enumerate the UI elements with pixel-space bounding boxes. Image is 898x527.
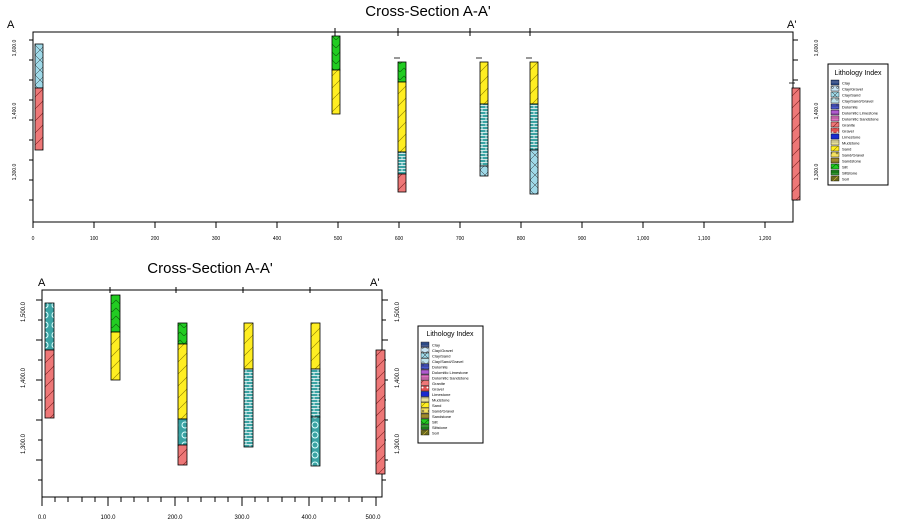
top-borehole-3	[394, 57, 407, 193]
bottom-y-tick-label-right: 1,400.0	[395, 367, 401, 388]
top-legend-item: Clay/Gravel	[842, 87, 863, 92]
top-x-tick-label: 1,000	[637, 236, 650, 242]
bottom-end-label-right: A'	[370, 277, 379, 289]
bottom-borehole-6	[375, 349, 386, 475]
top-x-tick-label: 900	[578, 236, 587, 242]
top-lithology-legend: Lithology Index Cl	[827, 63, 889, 186]
top-profile-ticks	[334, 28, 531, 36]
bottom-y-tick-label: 1,500.0	[21, 301, 27, 322]
bottom-legend-item: Limestone	[432, 392, 451, 397]
top-borehole-1	[34, 43, 44, 151]
top-end-label-left: A	[7, 19, 15, 31]
top-y-tick-label: 1,300.0	[12, 163, 18, 180]
bottom-borehole-3	[177, 322, 188, 466]
top-x-tick-label: 200	[151, 236, 160, 242]
top-plot-frame	[32, 31, 794, 223]
top-legend-title: Lithology Index	[834, 70, 882, 77]
bottom-x-tick-label: 500.0	[365, 515, 381, 521]
bottom-x-tick-label: 300.0	[234, 515, 250, 521]
bottom-legend-item: Clay	[432, 343, 440, 348]
top-legend-item: Dolomitic Sandstone	[842, 117, 879, 122]
bottom-legend-item: Clay/Sand	[432, 354, 450, 359]
bottom-borehole-4	[243, 322, 254, 448]
top-x-tick-label: 1,200	[759, 236, 772, 242]
bottom-x-tick-label: 100.0	[100, 515, 116, 521]
top-x-tick-label: 800	[517, 236, 526, 242]
bottom-legend-item: Soil	[432, 431, 439, 436]
bottom-legend-title: Lithology Index	[426, 331, 474, 338]
top-y-tick-label-right: 1,400.0	[814, 102, 820, 119]
top-legend-item: Granite	[842, 123, 856, 128]
top-title: Cross-Section A-A'	[365, 3, 491, 20]
top-y-axis-left	[29, 39, 33, 201]
bottom-y-tick-label-right: 1,500.0	[395, 301, 401, 322]
top-legend-item: Dolomitic Limestone	[842, 111, 879, 116]
bottom-cross-section: Cross-Section A-A' A A' 1,500.0 1,400.0 …	[21, 260, 484, 521]
top-cross-section: Cross-Section A-A' A A' 1,600.0 1,400.0 …	[7, 3, 889, 242]
bottom-legend-item: Gravel	[432, 387, 444, 392]
top-borehole-2	[331, 35, 341, 115]
top-legend-item: Clay	[842, 81, 850, 86]
bottom-x-tick-label: 400.0	[301, 515, 317, 521]
bottom-x-axis	[41, 497, 377, 506]
bottom-plot-frame	[41, 289, 383, 498]
bottom-y-tick-label: 1,300.0	[21, 433, 27, 454]
bottom-legend-item: Dolomite	[432, 365, 449, 370]
top-x-tick-label: 500	[334, 236, 343, 242]
top-legend-item: Limestone	[842, 135, 861, 140]
top-borehole-5	[526, 57, 539, 195]
bottom-legend-item: Granite	[432, 381, 446, 386]
top-end-label-right: A'	[787, 19, 796, 31]
top-legend-item: Soil	[842, 177, 849, 182]
top-legend-item: Sand	[842, 147, 851, 152]
top-borehole-4	[476, 57, 489, 177]
bottom-legend-item: Sand/Gravel	[432, 409, 454, 414]
bottom-title: Cross-Section A-A'	[147, 260, 273, 277]
bottom-legend-item: Dolomitic Sandstone	[432, 376, 469, 381]
top-borehole-6	[789, 82, 801, 201]
top-x-axis	[32, 222, 766, 228]
top-x-tick-label: 700	[456, 236, 465, 242]
top-x-tick-label: 100	[90, 236, 99, 242]
bottom-x-tick-label: 200.0	[167, 515, 183, 521]
bottom-y-tick-label: 1,400.0	[21, 367, 27, 388]
bottom-legend-item: Sandstone	[432, 414, 452, 419]
top-x-tick-label: 0	[32, 236, 35, 242]
bottom-legend-item: Clay/Sand/Gravel	[432, 359, 463, 364]
top-legend-item: Dolomite	[842, 105, 859, 110]
bottom-end-label-left: A	[38, 277, 46, 289]
top-x-tick-label: 400	[273, 236, 282, 242]
top-y-tick-label: 1,400.0	[12, 102, 18, 119]
bottom-y-axis-left	[36, 299, 42, 481]
top-legend-item: Mudstone	[842, 141, 860, 146]
bottom-borehole-2	[110, 294, 121, 381]
bottom-profile-ticks	[109, 287, 311, 293]
bottom-borehole-5	[310, 322, 321, 467]
top-y-tick-label-right: 1,600.0	[814, 39, 820, 56]
top-legend-item: Sandstone	[842, 159, 862, 164]
bottom-legend-item: Silt	[432, 420, 438, 425]
top-legend-item: Siltstone	[842, 171, 858, 176]
top-x-tick-label: 600	[395, 236, 404, 242]
top-legend-item: Clay/Sand/Gravel	[842, 99, 873, 104]
top-legend-item: Clay/Sand	[842, 93, 860, 98]
bottom-legend-item: Dolomitic Limestone	[432, 370, 469, 375]
top-legend-item: Sand/Gravel	[842, 153, 864, 158]
top-x-tick-label: 1,100	[698, 236, 711, 242]
top-legend-item: Silt	[842, 165, 848, 170]
bottom-lithology-legend: Lithology Index Cl	[417, 325, 484, 444]
bottom-legend-item: Clay/Gravel	[432, 348, 453, 353]
bottom-y-tick-label-right: 1,300.0	[395, 433, 401, 454]
top-y-tick-label: 1,600.0	[12, 39, 18, 56]
top-y-tick-label-right: 1,300.0	[814, 163, 820, 180]
bottom-borehole-1	[44, 302, 55, 419]
top-x-tick-label: 300	[212, 236, 221, 242]
top-legend-item: Gravel	[842, 129, 854, 134]
bottom-legend-item: Sand	[432, 403, 441, 408]
bottom-legend-item: Siltstone	[432, 425, 448, 430]
bottom-x-tick-label: 0.0	[38, 515, 47, 521]
bottom-legend-item: Mudstone	[432, 398, 450, 403]
